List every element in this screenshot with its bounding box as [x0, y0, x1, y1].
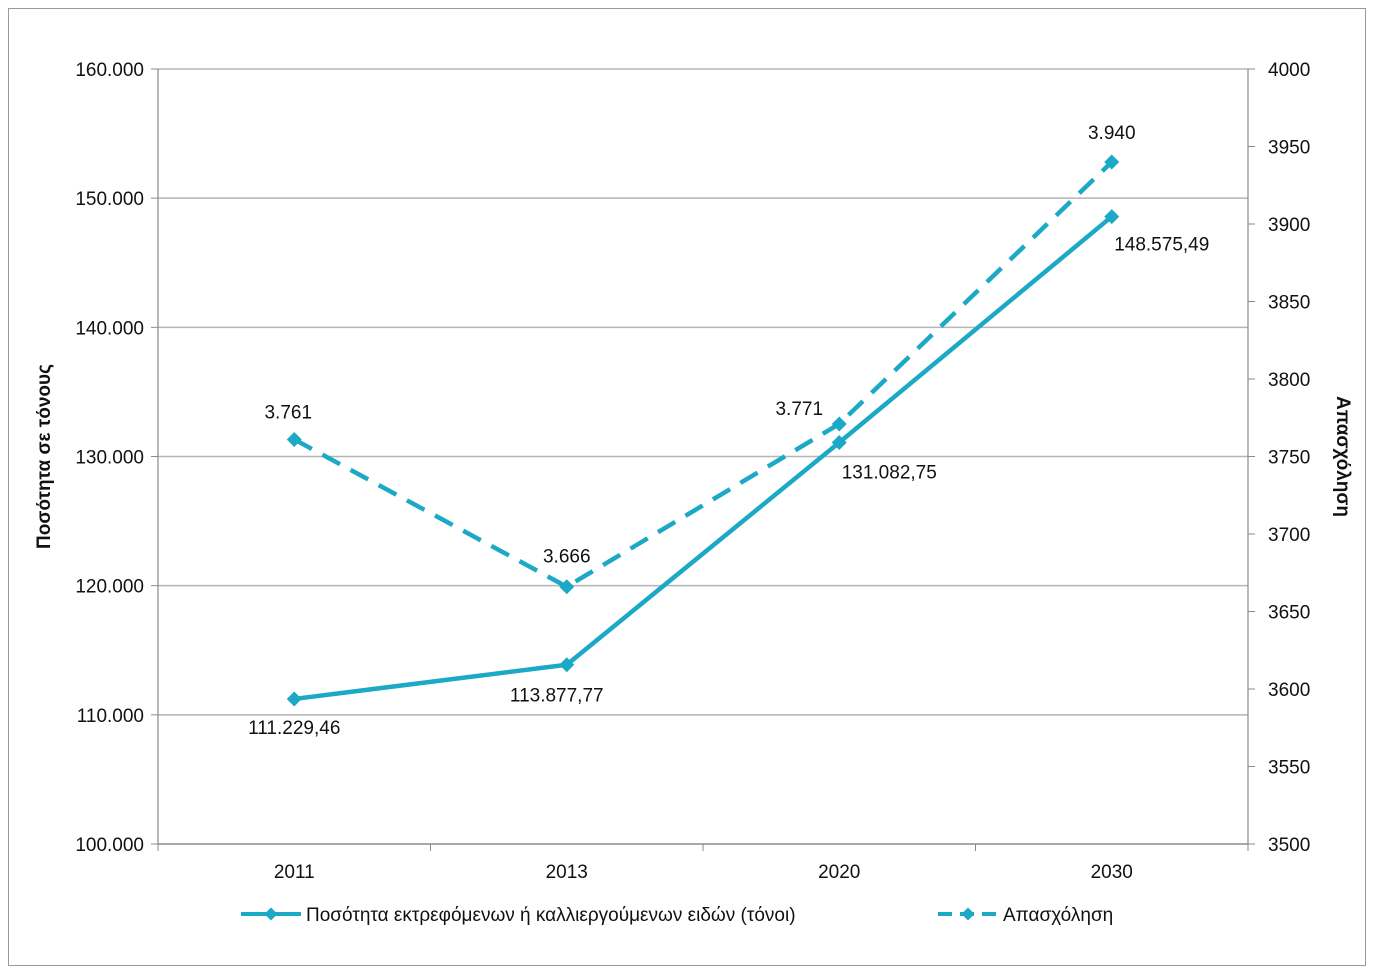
x-category-label: 2013 — [546, 862, 588, 883]
data-labels: 111.229,46 113.877,77 131.082,75 148.575,49… — [248, 123, 1209, 739]
x-category-label: 2020 — [818, 862, 860, 883]
left-axis-title: Ποσότητα σε τόνους — [34, 364, 55, 549]
right-tick-label: 3850 — [1268, 293, 1310, 314]
right-tick-label: 3700 — [1268, 525, 1310, 546]
employment-point-marker — [559, 579, 575, 595]
x-axis-categories: 2011 2013 2020 2030 — [274, 862, 1133, 883]
right-tick-label: 3500 — [1268, 835, 1310, 856]
employment-data-label: 3.940 — [1088, 123, 1136, 144]
left-tick-label: 150.000 — [75, 189, 144, 210]
employment-point-marker — [831, 416, 847, 432]
employment-data-label: 3.761 — [264, 402, 312, 423]
left-tick-label: 160.000 — [75, 60, 144, 81]
right-tick-label: 3550 — [1268, 758, 1310, 779]
quantity-point-marker — [1104, 209, 1120, 225]
left-tick-label: 100.000 — [75, 835, 144, 856]
x-category-label: 2011 — [274, 862, 315, 883]
left-tick-label: 140.000 — [75, 318, 144, 339]
legend-quantity-label: Ποσότητα εκτρεφόμενων ή καλλιεργούμενων … — [306, 905, 796, 926]
legend: Ποσότητα εκτρεφόμενων ή καλλιεργούμενων … — [241, 905, 1113, 926]
employment-series-line — [293, 160, 1114, 589]
right-tick-label: 3900 — [1268, 215, 1310, 236]
quantity-data-label: 113.877,77 — [510, 686, 604, 707]
series-group — [286, 154, 1120, 707]
quantity-series-line — [293, 214, 1114, 702]
right-tick-label: 4000 — [1268, 60, 1310, 81]
right-tick-label: 3600 — [1268, 680, 1310, 701]
quantity-data-label: 148.575,49 — [1114, 235, 1209, 256]
legend-employment-label: Απασχόληση — [1003, 905, 1113, 926]
employment-data-label: 3.666 — [543, 547, 591, 568]
quantity-point-marker — [831, 435, 847, 451]
left-axis-ticks: 100.000 110.000 120.000 130.000 140.000 150.0… — [75, 60, 144, 856]
employment-point-marker — [1104, 154, 1120, 170]
legend-marker — [961, 907, 975, 921]
right-axis-ticks: 3500 3550 3600 3650 3700 3750 3800 3850 3900 3950… — [1268, 60, 1310, 856]
quantity-point-marker — [559, 657, 575, 673]
legend-marker — [264, 907, 278, 921]
quantity-data-label: 131.082,75 — [842, 463, 937, 484]
quantity-data-label: 111.229,46 — [248, 718, 340, 739]
left-tick-label: 120.000 — [75, 577, 144, 598]
left-tick-label: 130.000 — [75, 448, 144, 469]
left-tick-label: 110.000 — [77, 706, 144, 727]
right-tick-label: 3950 — [1268, 138, 1310, 159]
chart-frame — [8, 8, 1366, 966]
quantity-point-marker — [286, 691, 302, 707]
right-tick-label: 3650 — [1268, 603, 1310, 624]
employment-point-marker — [286, 431, 302, 447]
x-category-label: 2030 — [1091, 862, 1133, 883]
employment-data-label: 3.771 — [775, 399, 823, 420]
axes — [151, 68, 1255, 851]
right-axis-title: Απασχόληση — [1332, 396, 1353, 517]
right-tick-label: 3750 — [1268, 448, 1310, 469]
right-tick-label: 3800 — [1268, 370, 1310, 391]
